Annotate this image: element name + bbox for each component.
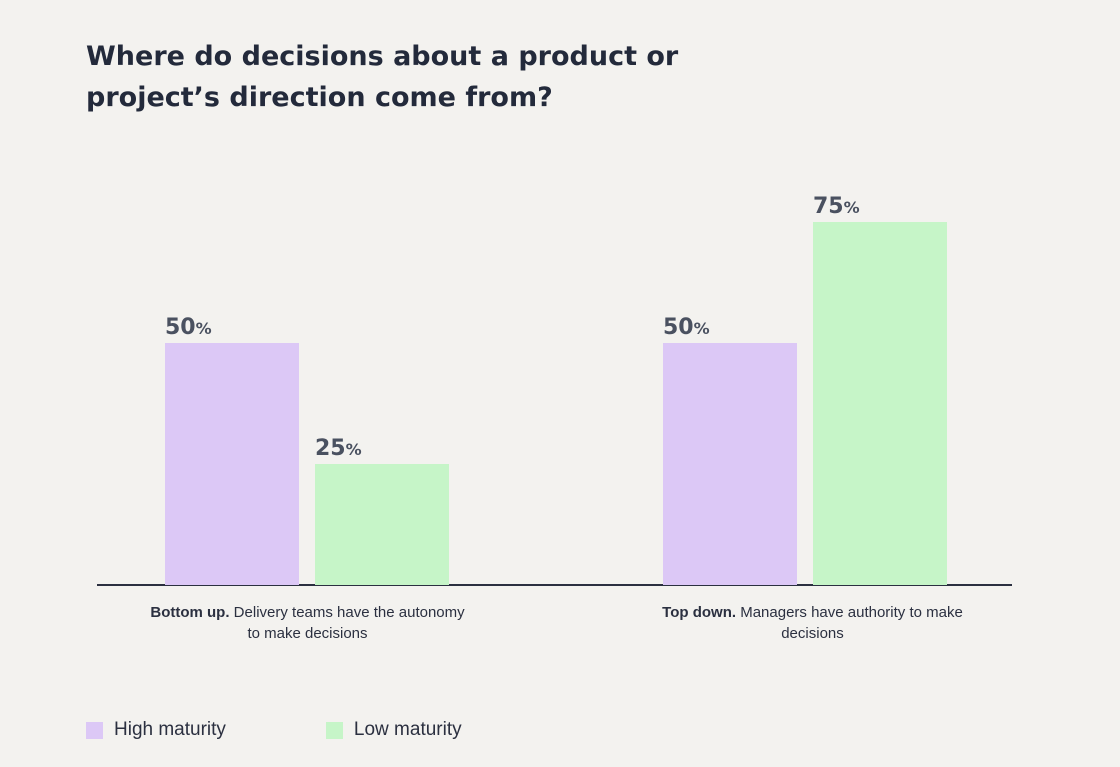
data-label: 25%	[315, 436, 362, 461]
bar-low-maturity-0	[315, 464, 449, 585]
category-label-bold: Bottom up.	[150, 604, 230, 621]
legend-label-high-maturity: High maturity	[114, 719, 226, 740]
legend-item-low-maturity: Low maturity	[325, 719, 462, 741]
legend-swatch-high-maturity	[86, 721, 103, 739]
legend: High maturity Low maturity	[86, 719, 562, 741]
category-label-bottom-up: Bottom up. Delivery teams have the auton…	[150, 602, 465, 644]
bar-high-maturity-1	[663, 343, 797, 585]
data-label: 50%	[165, 315, 212, 340]
category-label-top-down: Top down. Managers have authority to mak…	[655, 602, 970, 644]
data-label: 50%	[663, 315, 710, 340]
data-label: 75%	[813, 194, 860, 219]
category-label-bold: Top down.	[662, 604, 737, 621]
category-label-text: Delivery teams have the autonomy to make…	[229, 604, 465, 642]
legend-swatch-low-maturity	[325, 721, 343, 739]
category-label-text: Managers have authority to make decision…	[736, 604, 963, 642]
legend-item-high-maturity: High maturity	[86, 719, 226, 741]
chart-title: Where do decisions about a product or pr…	[86, 41, 679, 113]
bar-low-maturity-1	[813, 222, 947, 585]
legend-label-low-maturity: Low maturity	[353, 719, 462, 740]
bar-high-maturity-0	[165, 343, 299, 585]
